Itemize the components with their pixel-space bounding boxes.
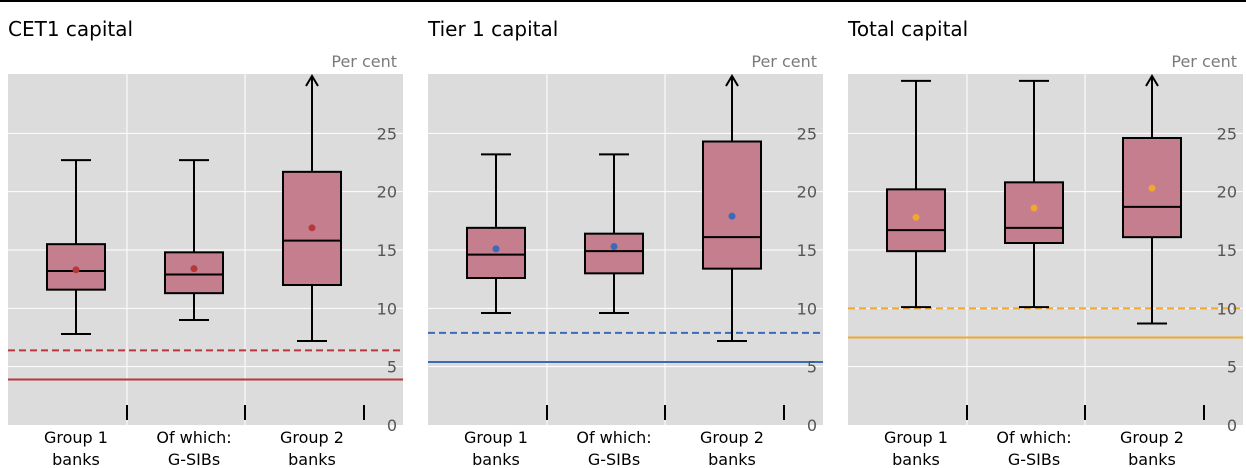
y-tick-label: 0 (1227, 416, 1237, 435)
y-tick-label: 0 (807, 416, 817, 435)
top-rule (0, 0, 1246, 2)
box-3 (282, 74, 342, 342)
category-label: banks (892, 450, 940, 468)
mean-marker (190, 265, 198, 273)
category-label: banks (472, 450, 520, 468)
category-label: banks (52, 450, 100, 468)
category-label: Group 1 (464, 428, 528, 447)
whisker-arrow (725, 74, 739, 87)
y-tick-label: 0 (387, 416, 397, 435)
y-tick-label: 25 (377, 124, 397, 143)
box-1 (886, 79, 946, 309)
y-tick-label: 25 (797, 124, 817, 143)
box-2 (164, 159, 224, 321)
y-tick-label: 15 (377, 241, 397, 260)
panel-title: CET1 capital (8, 17, 133, 41)
category-label: banks (1128, 450, 1176, 468)
y-tick-label: 10 (377, 299, 397, 318)
mean-marker (72, 266, 80, 274)
unit-label: Per cent (751, 52, 817, 71)
category-label: Of which: (156, 428, 231, 447)
y-tick-label: 5 (1227, 358, 1237, 377)
unit-label: Per cent (331, 52, 397, 71)
mean-marker (308, 224, 316, 232)
panel-title: Total capital (847, 17, 968, 41)
y-tick-label: 20 (797, 183, 817, 202)
box-iqr (466, 226, 526, 279)
category-label: G-SIBs (588, 450, 640, 468)
category-label: Of which: (576, 428, 651, 447)
panel-2: Tier 1 capital 0 5 10 15 20 25 Per cent Group 1 b… (427, 17, 823, 468)
box-2 (1004, 79, 1064, 309)
box-iqr (1004, 181, 1064, 244)
box-1 (466, 153, 526, 314)
category-label: Group 2 (1120, 428, 1184, 447)
y-tick-label: 25 (1217, 124, 1237, 143)
y-tick-label: 5 (807, 358, 817, 377)
mean-marker (610, 243, 618, 250)
mean-marker (492, 245, 500, 253)
category-label: Group 2 (280, 428, 344, 447)
category-label: G-SIBs (168, 450, 220, 468)
y-tick-label: 15 (1217, 241, 1237, 260)
unit-label: Per cent (1171, 52, 1237, 71)
whisker-arrow (1145, 74, 1159, 87)
y-tick-label: 10 (1217, 299, 1237, 318)
panel-title: Tier 1 capital (427, 17, 558, 41)
box-3 (702, 74, 762, 342)
box-1 (46, 159, 106, 335)
box-iqr (584, 232, 644, 275)
box-iqr (702, 140, 762, 270)
category-label: banks (288, 450, 336, 468)
category-label: Of which: (996, 428, 1071, 447)
y-tick-label: 15 (797, 241, 817, 260)
box-2 (584, 153, 644, 314)
category-label: banks (708, 450, 756, 468)
category-label: G-SIBs (1008, 450, 1060, 468)
box-3 (1122, 74, 1182, 325)
mean-marker (728, 212, 736, 220)
panel-1: CET1 capital 0 5 10 15 20 25 Per cent Group 1 ban… (8, 17, 403, 468)
box-iqr (164, 251, 224, 295)
category-label: Group 2 (700, 428, 764, 447)
y-tick-label: 10 (797, 299, 817, 318)
mean-marker (912, 213, 920, 221)
panel-3: Total capital 0 5 10 15 20 25 Per cent Group 1 ba… (847, 17, 1243, 468)
whisker-arrow (305, 74, 319, 87)
category-label: Group 1 (884, 428, 948, 447)
y-tick-label: 20 (1217, 183, 1237, 202)
category-label: Group 1 (44, 428, 108, 447)
mean-marker (1030, 204, 1038, 212)
mean-marker (1148, 184, 1156, 192)
y-tick-label: 5 (387, 358, 397, 377)
y-tick-label: 20 (377, 183, 397, 202)
